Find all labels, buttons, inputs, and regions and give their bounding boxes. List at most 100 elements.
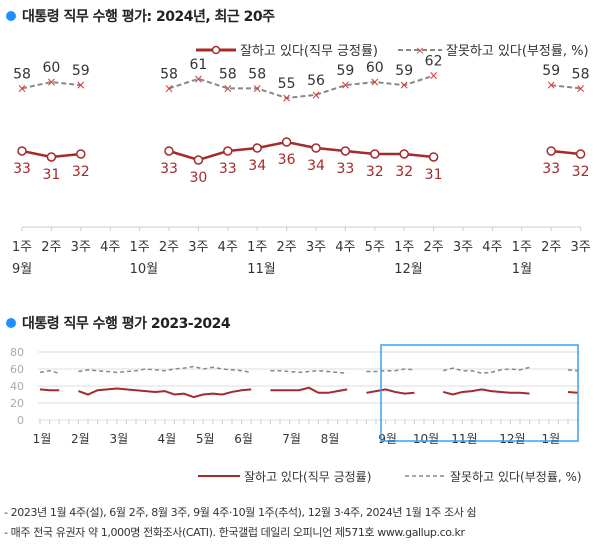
disapprove-point: × — [76, 78, 86, 92]
month-label: 9월 — [378, 432, 397, 446]
bottom-chart-title: 대통령 직무 수행 평가 2023-2024 — [6, 313, 231, 333]
disapprove-data-label: 59 — [395, 63, 413, 79]
disapprove-point: × — [282, 91, 292, 105]
approve-point — [76, 149, 86, 159]
approve-data-label: 30 — [189, 170, 207, 186]
disapprove-line — [443, 366, 530, 375]
approve-data-label: 33 — [336, 161, 354, 177]
approve-data-label: 32 — [395, 164, 413, 180]
disapprove-data-label: 58 — [219, 66, 237, 82]
approve-point — [17, 146, 27, 156]
month-label: 3월 — [109, 432, 128, 446]
approve-data-label: 31 — [425, 167, 443, 183]
bullet-icon — [6, 11, 16, 21]
week-tick-label: 2주 — [541, 240, 561, 255]
y-tick-label: 0 — [17, 414, 24, 427]
approve-data-label: 33 — [160, 161, 178, 177]
approve-data-label: 33 — [542, 161, 560, 177]
approve-point — [223, 146, 233, 156]
week-tick-label: 2주 — [276, 240, 296, 255]
top-chart-title: 대통령 직무 수행 평가: 2024년, 최근 20주 — [6, 6, 275, 26]
week-tick-label: 2주 — [423, 240, 443, 255]
y-tick-label: 60 — [10, 363, 24, 376]
legend-disapprove-label: 잘못하고 있다(부정률, %) — [450, 470, 582, 484]
month-label: 1월 — [512, 262, 532, 277]
approve-line — [270, 386, 348, 394]
disapprove-data-label: 62 — [425, 54, 443, 70]
disapprove-point: × — [17, 81, 27, 95]
approve-point — [575, 149, 586, 159]
disapprove-data-label: 58 — [572, 66, 590, 82]
disapprove-point: × — [252, 81, 262, 95]
month-label: 8월 — [321, 432, 340, 446]
recent-20-weeks-highlight — [380, 344, 579, 442]
disapprove-line — [168, 74, 434, 100]
approve-data-label: 32 — [72, 164, 90, 180]
disapprove-data-label: 58 — [248, 66, 266, 82]
top-chart-title-text: 대통령 직무 수행 평가: 2024년, 최근 20주 — [22, 9, 275, 25]
disapprove-point: × — [164, 81, 174, 95]
month-label: 10월 — [130, 262, 159, 277]
month-label: 9월 — [12, 262, 32, 277]
disapprove-point: × — [193, 72, 203, 86]
approve-data-label: 33 — [13, 161, 31, 177]
legend-approve-label: 잘하고 있다(직무 긍정률) — [244, 470, 371, 484]
disapprove-point: × — [429, 69, 439, 83]
month-label: 5월 — [196, 432, 215, 446]
y-tick-label: 80 — [10, 346, 24, 359]
disapprove-line — [78, 365, 252, 374]
legend-approve-marker — [211, 45, 221, 55]
disapprove-line — [551, 84, 581, 90]
disapprove-data-label: 61 — [189, 57, 207, 73]
week-tick-label: 5주 — [365, 240, 385, 255]
approve-data-label: 32 — [366, 164, 384, 180]
disapprove-line — [39, 369, 60, 374]
week-tick-label: 3주 — [306, 240, 326, 255]
footnote-2: - 매주 전국 유권자 약 1,000명 전화조사(CATI). 한국갤럽 데일… — [4, 526, 465, 539]
disapprove-data-label: 60 — [366, 60, 384, 76]
approve-data-label: 34 — [307, 158, 325, 174]
disapprove-line — [567, 369, 578, 372]
bottom-chart-title-text: 대통령 직무 수행 평가 2023-2024 — [22, 316, 231, 332]
approve-line — [442, 388, 530, 396]
week-tick-label: 3주 — [71, 240, 91, 255]
approve-point — [281, 137, 292, 147]
y-tick-label: 40 — [10, 380, 24, 393]
week-tick-label: 3주 — [188, 240, 208, 255]
week-tick-label: 4주 — [335, 240, 355, 255]
week-tick-label: 1주 — [247, 240, 267, 255]
approve-line — [168, 140, 434, 162]
week-tick-label: 2주 — [159, 240, 179, 255]
y-tick-label: 20 — [10, 397, 24, 410]
week-tick-label: 1주 — [129, 240, 149, 255]
approve-line — [39, 388, 60, 392]
month-label: 11월 — [451, 432, 477, 446]
disapprove-line — [270, 369, 348, 374]
disapprove-point: × — [370, 75, 380, 89]
approve-point — [428, 152, 439, 162]
approve-line — [78, 387, 252, 399]
approve-point — [370, 149, 380, 159]
approve-line — [567, 390, 578, 394]
disapprove-data-label: 59 — [336, 63, 354, 79]
legend-disapprove-marker: × — [415, 44, 424, 57]
disapprove-data-label: 58 — [160, 66, 178, 82]
footnote-1: - 2023년 1월 4주(설), 6월 2주, 8월 3주, 9월 4주·10… — [4, 506, 477, 519]
week-tick-label: 1주 — [394, 240, 414, 255]
approve-point — [252, 143, 262, 153]
disapprove-point: × — [576, 81, 586, 95]
month-label: 1월 — [541, 432, 560, 446]
week-tick-label: 3주 — [570, 240, 590, 255]
month-label: 12월 — [394, 262, 423, 277]
disapprove-data-label: 60 — [42, 60, 60, 76]
disapprove-point: × — [340, 78, 350, 92]
disapprove-point: × — [399, 78, 409, 92]
legend-approve-label: 잘하고 있다(직무 긍정률) — [240, 44, 378, 59]
week-tick-label: 4주 — [482, 240, 502, 255]
approve-point — [193, 155, 204, 165]
disapprove-data-label: 59 — [542, 63, 560, 79]
approve-data-label: 31 — [42, 167, 60, 183]
approve-data-label: 33 — [219, 161, 237, 177]
